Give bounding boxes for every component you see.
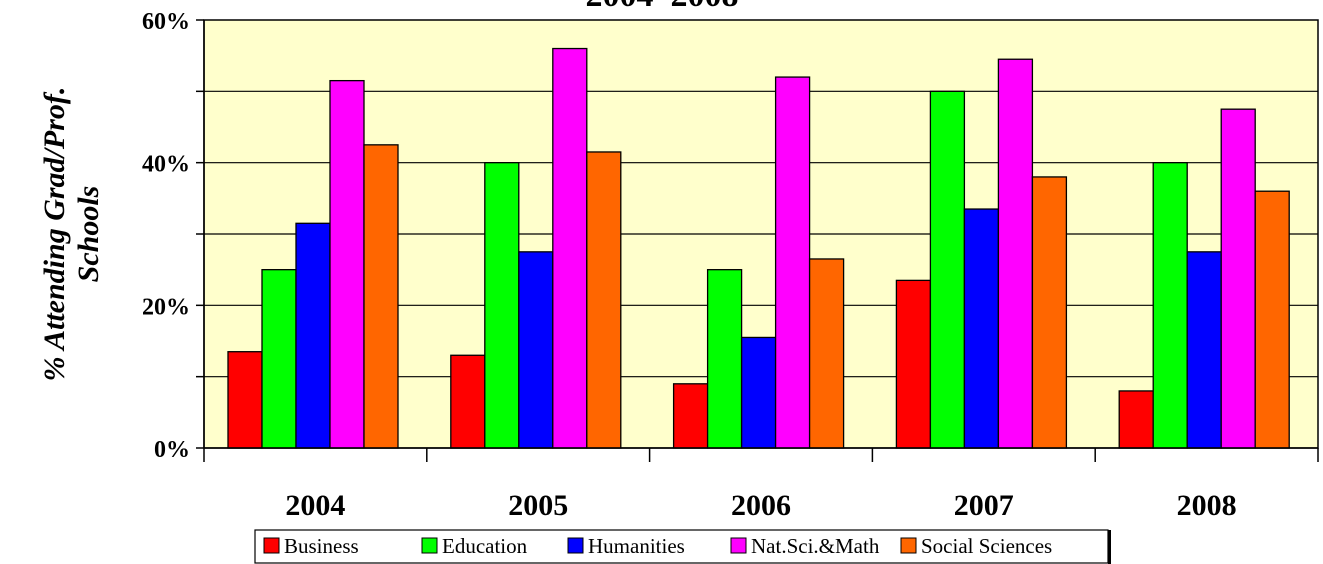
legend-label-nat-sci-math: Nat.Sci.&Math — [751, 534, 880, 558]
bar-humanities-2008 — [1186, 251, 1222, 449]
y-tick-label: 0% — [154, 437, 190, 463]
chart-title: 2004–2008 — [586, 0, 739, 14]
bar-business-2008 — [1118, 390, 1154, 449]
bar-humanities-2007 — [963, 208, 1000, 449]
bar-education-2005 — [484, 162, 520, 449]
axes — [196, 19, 1319, 462]
bar-humanities-2005 — [518, 251, 554, 449]
bar-social-sciences-2007 — [1031, 176, 1068, 449]
legend-swatch-nat-sci-math — [730, 537, 747, 554]
bar-social-sciences-2006 — [808, 258, 845, 449]
bar-education-2004 — [261, 269, 297, 449]
bar-nat-sci-math-2004 — [329, 79, 365, 449]
legend-shadow — [1108, 530, 1111, 564]
bar-business-2006 — [672, 383, 709, 449]
bar-nat-sci-math-2007 — [997, 58, 1034, 449]
bar-social-sciences-2008 — [1254, 190, 1290, 449]
bar-business-2004 — [227, 351, 263, 449]
y-axis-label: % Attending Grad/Prof. Schools — [38, 87, 105, 382]
x-tick-labels: 2004 2005 2006 2007 2008 — [285, 489, 1236, 522]
legend-label-education: Education — [442, 534, 528, 558]
bar-education-2008 — [1152, 162, 1188, 449]
bar-social-sciences-2004 — [363, 144, 399, 449]
legend-swatch-business — [263, 537, 280, 554]
x-tick-label: 2005 — [508, 489, 568, 522]
x-tick-label: 2007 — [954, 489, 1014, 522]
bar-education-2006 — [706, 269, 743, 449]
legend: Business Education Humanities Nat.Sci.&Math… — [254, 529, 1111, 564]
bar-nat-sci-math-2005 — [552, 47, 588, 449]
bar-education-2007 — [929, 90, 966, 449]
bar-humanities-2006 — [740, 336, 777, 449]
legend-box — [254, 529, 1109, 564]
bar-nat-sci-math-2008 — [1220, 108, 1256, 449]
bar-business-2005 — [450, 354, 486, 449]
legend-label-business: Business — [284, 534, 359, 558]
bar-nat-sci-math-2006 — [774, 76, 811, 449]
bar-social-sciences-2005 — [586, 151, 622, 449]
y-tick-label: 60% — [142, 9, 190, 35]
legend-swatch-education — [421, 537, 438, 554]
y-tick-label: 20% — [142, 294, 190, 320]
bar-humanities-2004 — [295, 222, 331, 449]
legend-swatch-social-sciences — [900, 537, 917, 554]
y-axis-label-line2: Schools — [72, 186, 105, 283]
bar-business-2007 — [895, 279, 932, 449]
x-tick-label: 2008 — [1177, 489, 1237, 522]
x-tick-label: 2004 — [285, 489, 345, 522]
y-axis-label-line1: % Attending Grad/Prof. — [38, 87, 71, 382]
x-tick-label: 2006 — [731, 489, 791, 522]
legend-label-humanities: Humanities — [588, 534, 685, 558]
legend-swatch-humanities — [567, 537, 584, 554]
y-tick-label: 40% — [142, 152, 190, 178]
legend-label-social-sciences: Social Sciences — [921, 534, 1052, 558]
bars — [227, 47, 1290, 449]
y-tick-labels: 0% 20% 40% 60% — [142, 9, 190, 463]
